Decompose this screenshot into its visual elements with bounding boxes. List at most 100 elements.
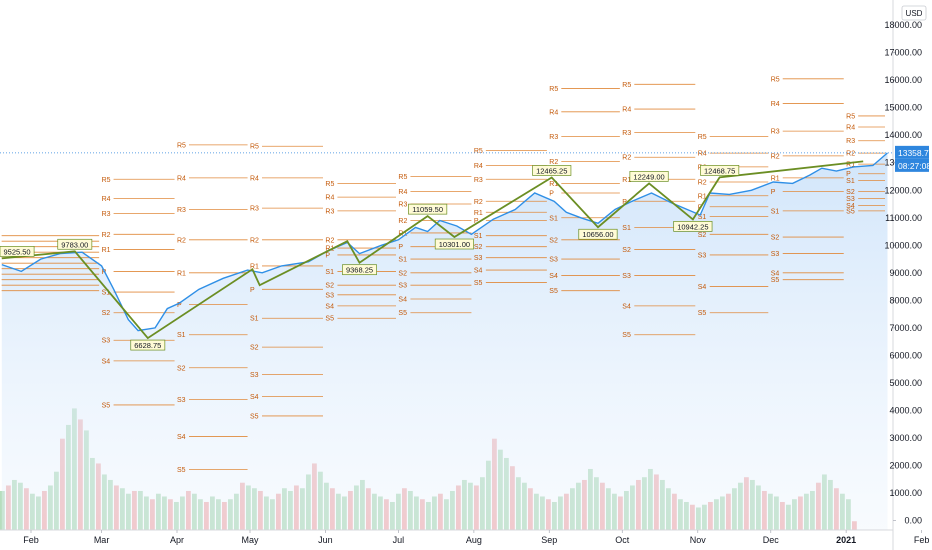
- pivot-label-p: P: [102, 269, 107, 276]
- currency-badge-label: USD: [906, 9, 923, 18]
- pivot-label-r5: R5: [250, 144, 259, 151]
- y-tick-label: 3000.00: [889, 433, 922, 443]
- price-axis[interactable]: 0.00 1000.00 2000.00 3000.00 4000.00 5000.00 6…: [884, 0, 922, 550]
- zigzag-label-box: [57, 238, 93, 250]
- y-tick-label: 16000.00: [884, 75, 922, 85]
- pivot-label-r5: R5: [846, 113, 855, 120]
- pivot-label-p: P: [398, 244, 403, 251]
- countdown-tag: 08:27:08: [895, 158, 931, 172]
- pivot-label-s3: S3: [250, 372, 259, 379]
- countdown-label: 08:27:08: [898, 161, 931, 171]
- pivot-label-r1: R1: [177, 270, 186, 277]
- pivot-label-r2: R2: [250, 237, 259, 244]
- pivot-label-p: P: [771, 189, 776, 196]
- pivot-label-s1: S1: [177, 332, 186, 339]
- y-tick-label: 11000.00: [885, 213, 922, 223]
- y-tick-label: 2000.00: [889, 460, 922, 470]
- time-axis[interactable]: Feb Mar Apr May Jun Jul Aug Sep Oct Nov Dec 2021 Feb: [0, 529, 930, 545]
- pivot-label-s2: S2: [771, 235, 780, 242]
- zigzag-line: [1, 160, 864, 340]
- y-tick-label: 10000.00: [884, 240, 922, 250]
- pivot-label-r2: R2: [102, 232, 111, 239]
- y-tick-label: 0.00: [904, 516, 922, 526]
- pivot-label-r2: R2: [325, 237, 334, 244]
- pivot-label-s1: S1: [698, 214, 707, 221]
- zigzag-label-box: [434, 238, 474, 250]
- y-tick-label: 12000.00: [884, 185, 922, 195]
- pivot-label-s3: S3: [398, 283, 407, 290]
- zigzag-indicator: 9525.50 9783.00 6628.75 9368.25 11059.50 1030…: [0, 160, 864, 351]
- zigzag-label-box: [342, 264, 377, 276]
- pivot-label-p: P: [622, 199, 627, 206]
- pivot-label-r2: R2: [474, 199, 483, 206]
- pivot-label-s4: S4: [771, 270, 780, 277]
- y-tick-label: 1000.00: [889, 488, 922, 498]
- x-tick-label: Jun: [318, 535, 333, 545]
- pivot-label-s2: S2: [325, 283, 334, 290]
- last-price-label: 13358.75: [898, 148, 932, 158]
- pivot-label-r4: R4: [177, 175, 186, 182]
- pivot-label-r2: R2: [398, 218, 407, 225]
- pivot-label-s3: S3: [698, 252, 707, 259]
- y-tick-label: 6000.00: [889, 350, 922, 360]
- pivot-label-r4: R4: [325, 195, 334, 202]
- x-tick-label: May: [241, 535, 259, 545]
- zigzag-label-box: [578, 228, 618, 240]
- x-tick-label: Feb: [914, 535, 930, 545]
- pivot-label-s5: S5: [549, 288, 558, 295]
- y-tick-label: 9000.00: [889, 268, 922, 278]
- x-tick-label: Dec: [763, 535, 780, 545]
- pivot-levels: R5R4R3R2R1PS1S2S3S4S5R5R4R3R2R1PS1S2S3S4…: [1, 76, 885, 474]
- zigzag-label: 11059.50: [412, 205, 443, 214]
- pivot-label-s2: S2: [398, 270, 407, 277]
- pivot-label-r4: R4: [771, 101, 780, 108]
- pivot-label-s4: S4: [622, 303, 631, 310]
- x-tick-label: Feb: [23, 535, 39, 545]
- pivot-label-r1: R1: [771, 175, 780, 182]
- x-tick-label: Aug: [466, 535, 482, 545]
- pivot-label-s5: S5: [846, 208, 855, 215]
- pivot-label-s3: S3: [549, 257, 558, 264]
- x-tick-label: Nov: [690, 535, 707, 545]
- pivot-label-s3: S3: [474, 255, 483, 262]
- x-tick-label: 2021: [836, 535, 856, 545]
- pivot-label-r5: R5: [771, 76, 780, 83]
- pivot-label-s2: S2: [846, 189, 855, 196]
- pivot-label-p: P: [549, 191, 554, 198]
- pivot-label-s2: S2: [549, 237, 558, 244]
- x-tick-label: Jul: [393, 535, 405, 545]
- pivot-label-p: P: [474, 218, 479, 225]
- pivot-label-r4: R4: [250, 175, 259, 182]
- zigzag-label: 12249.00: [633, 172, 664, 181]
- pivot-label-r3: R3: [846, 138, 855, 145]
- y-tick-label: 5000.00: [889, 378, 922, 388]
- pivot-label-r2: R2: [698, 180, 707, 187]
- currency-badge[interactable]: USD: [901, 5, 927, 21]
- pivot-label-s5: S5: [771, 277, 780, 284]
- y-tick-label: 17000.00: [884, 48, 922, 58]
- pivot-label-s5: S5: [102, 402, 111, 409]
- price-line[interactable]: [1, 152, 888, 332]
- zigzag-label: 12468.75: [704, 166, 735, 175]
- pivot-label-s3: S3: [846, 196, 855, 203]
- pivot-label-r1: R1: [846, 162, 855, 169]
- pivot-label-s2: S2: [698, 232, 707, 239]
- pivot-label-r1: R1: [474, 210, 483, 217]
- pivot-label-r4: R4: [398, 189, 407, 196]
- pivot-label-p: P: [325, 252, 330, 259]
- pivot-label-r3: R3: [474, 177, 483, 184]
- pivot-label-p: P: [177, 302, 182, 309]
- price-area-fill: [1, 152, 888, 530]
- x-tick-label: Apr: [170, 535, 184, 545]
- y-tick-label: 18000.00: [884, 20, 922, 30]
- pivot-label-s4: S4: [846, 203, 855, 210]
- pivot-label-r5: R5: [398, 174, 407, 181]
- pivot-label-r1: R1: [102, 247, 111, 254]
- pivot-label-r1: R1: [250, 263, 259, 270]
- pivot-label-s1: S1: [325, 269, 334, 276]
- pivot-label-s5: S5: [325, 316, 334, 323]
- pivot-label-s5: S5: [474, 280, 483, 287]
- zigzag-label: 6628.75: [134, 341, 161, 350]
- pivot-label-s2: S2: [177, 365, 186, 372]
